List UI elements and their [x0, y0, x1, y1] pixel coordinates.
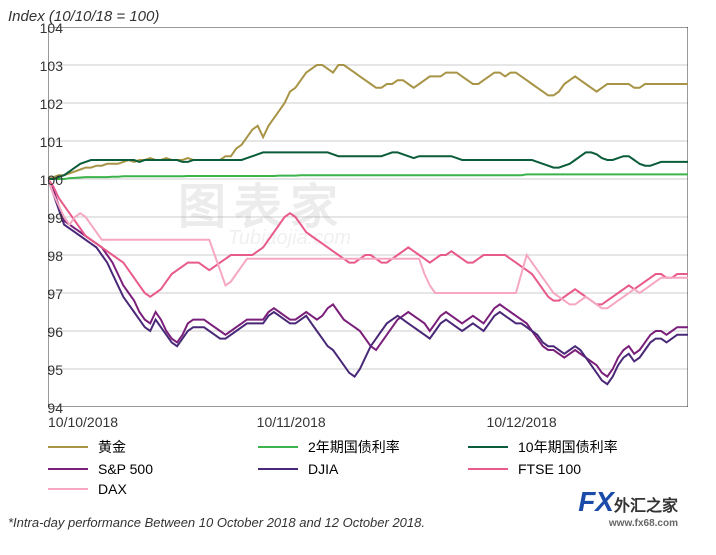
- y-tick-label: 95: [47, 362, 63, 378]
- y-tick-label: 96: [47, 324, 63, 340]
- legend-swatch: [48, 488, 88, 491]
- legend-label: DAX: [98, 481, 127, 497]
- y-tick-label: 100: [40, 172, 63, 188]
- legend-item: DJIA: [258, 461, 468, 477]
- y-tick-label: 97: [47, 286, 63, 302]
- legend-swatch: [48, 468, 88, 471]
- y-tick-label: 102: [40, 96, 63, 112]
- legend-item: S&P 500: [48, 461, 258, 477]
- legend-label: 10年期国债利率: [518, 437, 618, 457]
- legend-label: 2年期国债利率: [308, 437, 400, 457]
- logo-cn: 外汇之家: [614, 498, 678, 515]
- x-tick-label: 10/12/2018: [487, 414, 557, 430]
- x-tick-label: 10/11/2018: [257, 414, 326, 430]
- y-tick-label: 103: [40, 58, 63, 74]
- y-tick-label: 101: [40, 134, 63, 150]
- legend-item: FTSE 100: [468, 461, 678, 477]
- y-tick-label: 98: [47, 248, 63, 264]
- logo: FX外汇之家 www.fx68.com: [578, 486, 678, 529]
- legend-swatch: [468, 446, 508, 449]
- chart-svg: [48, 27, 688, 407]
- legend-swatch: [258, 468, 298, 471]
- legend-swatch: [468, 468, 508, 471]
- y-tick-label: 104: [40, 20, 63, 36]
- legend-label: FTSE 100: [518, 461, 581, 477]
- legend-label: 黄金: [98, 437, 126, 457]
- legend-item: 2年期国债利率: [258, 437, 468, 457]
- legend-swatch: [258, 446, 298, 449]
- legend-label: DJIA: [308, 461, 338, 477]
- legend-item: DAX: [48, 481, 258, 497]
- legend-swatch: [48, 446, 88, 449]
- legend-item: 黄金: [48, 437, 258, 457]
- logo-url: www.fx68.com: [578, 518, 678, 529]
- plot-area: 图表家 Tubiaojia.com: [48, 27, 688, 407]
- legend-item: 10年期国债利率: [468, 437, 678, 457]
- chart-title: Index (10/10/18 = 100): [8, 8, 708, 25]
- chart-container: Index (10/10/18 = 100) 图表家 Tubiaojia.com…: [8, 8, 708, 547]
- y-tick-label: 99: [47, 210, 63, 226]
- legend-label: S&P 500: [98, 461, 153, 477]
- logo-fx: FX: [578, 486, 614, 517]
- x-tick-label: 10/10/2018: [48, 414, 118, 430]
